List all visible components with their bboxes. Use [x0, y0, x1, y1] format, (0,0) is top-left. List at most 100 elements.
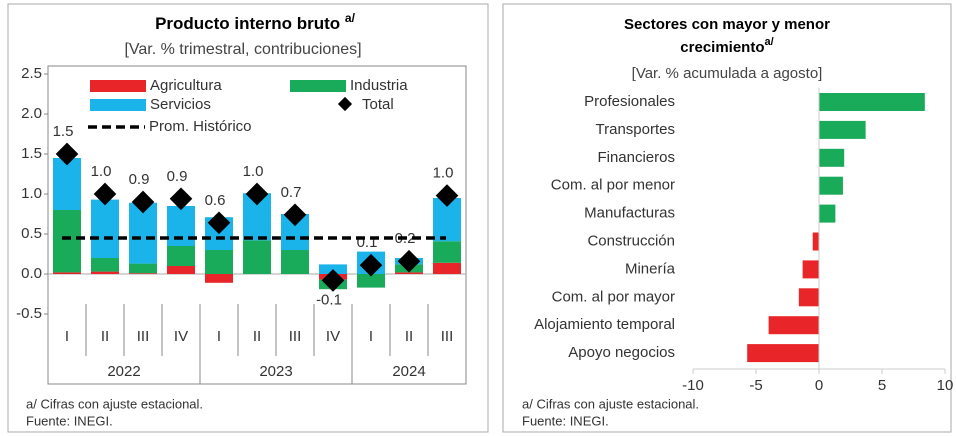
total-marker: [321, 269, 345, 292]
y-tick-label: 2.5: [21, 65, 42, 82]
x-tick-label: II: [253, 328, 261, 345]
x-tick-label: II: [101, 328, 109, 345]
legend-label: Prom. Histórico: [149, 118, 252, 135]
x-tick-label: IV: [326, 328, 340, 345]
bar: [819, 93, 925, 111]
bar-segment: [53, 210, 81, 273]
bar-segment: [205, 274, 233, 283]
bar: [747, 344, 819, 363]
bar: [819, 204, 836, 223]
bar-segment: [129, 263, 157, 274]
group-label: 2023: [259, 363, 292, 380]
footnote: a/ Cifras con ajuste estacional.: [26, 396, 203, 411]
bar: [819, 176, 843, 195]
panel-frame: [502, 3, 952, 433]
legend-label: Servicios: [150, 96, 211, 113]
data-label: 1.5: [53, 123, 74, 140]
x-tick-label: I: [369, 328, 373, 345]
data-label: 1.0: [243, 163, 264, 180]
x-tick-label: III: [289, 328, 302, 345]
y-tick-label: Transportes: [596, 121, 675, 138]
data-label: -0.1: [316, 291, 342, 308]
bar: [802, 260, 819, 279]
group-label: 2024: [392, 363, 425, 380]
y-tick-label: Manufacturas: [584, 205, 675, 222]
legend-label: Total: [362, 96, 394, 113]
x-tick-label: II: [405, 328, 413, 345]
bar: [819, 148, 845, 167]
x-tick-label: -5: [749, 377, 762, 394]
x-tick-label: III: [137, 328, 150, 345]
y-tick-label: 0.0: [21, 265, 42, 282]
bar-segment: [129, 273, 157, 274]
bar: [768, 316, 819, 335]
data-label: 0.9: [167, 168, 188, 185]
chart-title: Sectores con mayor y menor: [624, 16, 830, 33]
x-tick-label: -10: [682, 377, 704, 394]
footnote: Fuente: INEGI.: [26, 413, 113, 428]
bar-segment: [91, 258, 119, 272]
data-label: 1.0: [433, 165, 454, 182]
footnote: a/ Cifras con ajuste estacional.: [522, 396, 699, 411]
x-tick-label: I: [217, 328, 221, 345]
total-marker: [359, 253, 383, 277]
title-note: a/: [345, 11, 356, 25]
title-text: crecimiento: [680, 39, 764, 56]
bar: [798, 288, 819, 307]
y-tick-label: Apoyo negocios: [568, 344, 675, 361]
chart-title: Producto interno bruto a/: [155, 11, 356, 33]
y-tick-label: 2.0: [21, 105, 42, 122]
chart-subtitle: [Var. % trimestral, contribuciones]: [124, 41, 361, 58]
chart-subtitle: [Var. % acumulada a agosto]: [632, 65, 823, 82]
bar-segment: [91, 199, 119, 258]
bar-segment: [357, 274, 385, 288]
title-text: Producto interno bruto: [155, 14, 340, 33]
bar-segment: [91, 271, 119, 274]
bar-segment: [167, 246, 195, 266]
bar-segment: [53, 158, 81, 210]
plot-frame: [47, 65, 467, 385]
x-tick-label: 5: [878, 377, 886, 394]
legend-swatch: [90, 99, 146, 111]
y-tick-label: Alojamiento temporal: [534, 316, 675, 333]
bar-segment: [167, 266, 195, 274]
x-tick-label: I: [65, 328, 69, 345]
data-label: 0.6: [205, 192, 226, 209]
legend-label: Agricultura: [150, 77, 222, 94]
data-label: 0.7: [281, 184, 302, 201]
bar-segment: [243, 240, 271, 274]
bar: [819, 120, 866, 139]
panel-frame: [7, 3, 489, 433]
legend-swatch: [90, 80, 146, 92]
title-note: a/: [765, 36, 774, 48]
y-tick-label: 1.0: [21, 185, 42, 202]
x-tick-label: 0: [815, 377, 823, 394]
y-tick-label: Com. al por mayor: [552, 288, 675, 305]
x-tick-label: 10: [937, 377, 954, 394]
legend-label: Industria: [350, 77, 408, 94]
y-tick-label: Profesionales: [584, 93, 675, 110]
bar-segment: [167, 206, 195, 246]
bar-segment: [205, 250, 233, 274]
bar-segment: [395, 272, 423, 274]
x-tick-label: III: [441, 328, 454, 345]
bar-segment: [433, 262, 461, 274]
y-tick-label: 1.5: [21, 145, 42, 162]
chart-title: crecimientoa/: [680, 36, 773, 56]
y-tick-label: Financieros: [597, 149, 675, 166]
footnote: Fuente: INEGI.: [522, 413, 609, 428]
data-label: 1.0: [91, 163, 112, 180]
total-marker: [397, 249, 421, 273]
y-tick-label: Minería: [625, 260, 676, 277]
bar-segment: [53, 272, 81, 274]
y-tick-label: Com. al por menor: [551, 177, 675, 194]
data-label: 0.9: [129, 171, 150, 188]
bar-segment: [281, 250, 309, 274]
y-tick-label: -0.5: [16, 305, 42, 322]
x-tick-label: IV: [174, 328, 188, 345]
bar-segment: [433, 241, 461, 263]
bar: [812, 232, 819, 251]
group-label: 2022: [107, 363, 140, 380]
legend-swatch: [290, 80, 346, 92]
